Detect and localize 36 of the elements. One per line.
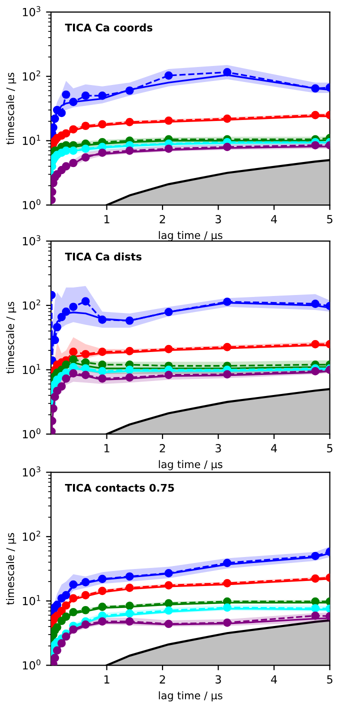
y-tick-label: 10$^{3}$ — [22, 466, 40, 477]
x-tick-label: 1 — [104, 444, 110, 452]
x-tick-label: 5 — [327, 215, 332, 224]
y-axis-title: timescale / μs — [6, 302, 16, 374]
text: TICA Ca dists — [64, 252, 142, 261]
y-tick-label: 10$^{1}$ — [22, 364, 40, 374]
x-tick-label: 4 — [271, 675, 277, 684]
x-tick-label: 3 — [216, 675, 221, 684]
y-tick-label: 10$^{1}$ — [22, 595, 40, 606]
y-tick-label: 10$^{2}$ — [22, 70, 40, 81]
x-tick-label: 4 — [271, 444, 277, 452]
y-tick-label: 10$^{2}$ — [22, 530, 40, 541]
y-tick-label: 10$^{0}$ — [22, 428, 40, 438]
y-tick-label: 10$^{0}$ — [22, 659, 40, 670]
x-tick-label: 1 — [104, 675, 110, 684]
x-axis-title: lag time / μs — [158, 231, 222, 242]
x-tick-label: 3 — [216, 444, 221, 452]
y-axis-title: timescale / μs — [6, 72, 16, 145]
x-tick-label: 2 — [160, 214, 165, 224]
x-tick-label: 2 — [160, 444, 165, 452]
x-tick-label: 4 — [271, 215, 277, 224]
y-tick-label: 10$^{1}$ — [22, 134, 40, 145]
x-tick-label: 5 — [327, 675, 332, 684]
x-axis-title: lag time / μs — [158, 460, 222, 470]
x-axis-title: lag time / μs — [158, 691, 222, 702]
x-tick-label: 1 — [104, 215, 110, 224]
text: TICA Ca coords — [64, 23, 152, 32]
y-tick-label: 10$^{0}$ — [22, 199, 40, 210]
x-tick-label: 2 — [160, 675, 165, 684]
y-tick-label: 10$^{3}$ — [22, 6, 40, 16]
y-tick-label: 10$^{3}$ — [22, 235, 40, 246]
x-tick-label: 3 — [216, 214, 221, 224]
y-tick-label: 10$^{2}$ — [22, 300, 40, 310]
text: TICA contacts 0.75 — [64, 484, 174, 492]
x-tick-label: 5 — [327, 444, 332, 452]
y-axis-title: timescale / μs — [6, 533, 16, 605]
